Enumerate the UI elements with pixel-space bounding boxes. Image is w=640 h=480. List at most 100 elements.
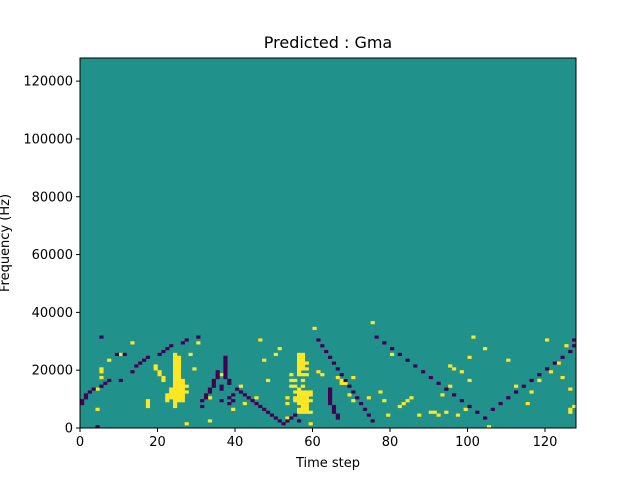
heatmap-cell-high [242, 401, 247, 406]
heatmap-cell-high [176, 399, 182, 403]
heatmap-cell-low [331, 361, 337, 365]
heatmap-cell-high [339, 381, 344, 385]
heatmap-cell-low [428, 375, 433, 380]
heatmap-cell-high [448, 364, 453, 368]
heatmap-cell-low [335, 367, 340, 371]
heatmap-cell-low [266, 410, 271, 414]
heatmap-cell-high [300, 404, 306, 409]
heatmap-cell-low [196, 335, 201, 339]
heatmap-cell-high [529, 390, 534, 394]
heatmap-cell-high [231, 407, 236, 411]
heatmap-cell-high [219, 373, 224, 377]
heatmap-cell-high [351, 375, 356, 380]
y-tick-label: 80000 [32, 190, 73, 205]
heatmap-cell-high [448, 384, 453, 388]
heatmap-cell-high [351, 399, 356, 403]
heatmap-cell-high [130, 341, 135, 345]
heatmap-cell-high [308, 390, 313, 394]
x-tick-label: 40 [227, 435, 244, 450]
heatmap-cell-high [176, 364, 182, 368]
heatmap-cell-high [300, 367, 306, 371]
heatmap-cell-high [184, 422, 189, 426]
heatmap-cell-low [169, 344, 174, 348]
heatmap-cell-high [99, 367, 104, 371]
heatmap-background [80, 58, 576, 428]
y-tick-label: 100000 [23, 132, 73, 147]
heatmap-cell-low [215, 370, 220, 374]
heatmap-cell-low [219, 384, 224, 388]
heatmap-cell-high [300, 358, 306, 362]
heatmap-cell-high [335, 375, 340, 380]
heatmap-cell-high [390, 352, 395, 357]
heatmap-cell-low [281, 422, 286, 426]
heatmap-cell-high [300, 352, 306, 357]
heatmap-cell-high [440, 393, 445, 397]
heatmap-cell-high [300, 373, 306, 377]
heatmap-cell-high [560, 375, 565, 380]
heatmap-cell-high [452, 367, 457, 371]
heatmap-cell-high [254, 396, 259, 400]
heatmap-cell-high [176, 378, 182, 383]
heatmap-cell-low [122, 352, 127, 357]
heatmap-cell-low [483, 416, 488, 420]
heatmap-cell-low [138, 361, 143, 365]
y-tick-label: 20000 [32, 364, 73, 379]
heatmap-cell-high [173, 404, 178, 409]
heatmap-cell-low [467, 404, 472, 409]
heatmap-cell-low [215, 375, 220, 380]
heatmap-cell-low [95, 425, 100, 428]
heatmap-cell-high [207, 419, 213, 423]
heatmap-cell-high [304, 399, 309, 403]
heatmap-cell-high [289, 384, 294, 388]
heatmap-cell-high [347, 393, 352, 397]
heatmap-cell-high [483, 347, 488, 351]
heatmap-cell-high [99, 375, 104, 380]
heatmap-cell-high [262, 358, 267, 362]
heatmap-cell-low [200, 404, 205, 409]
heatmap-cell-high [397, 404, 402, 409]
heatmap-cell-low [80, 399, 85, 403]
heatmap-cell-high [176, 390, 182, 394]
heatmap-cell-high [568, 407, 573, 411]
heatmap-cell-high [184, 390, 189, 394]
heatmap-cell-high [176, 387, 182, 391]
heatmap-cell-low [490, 407, 495, 411]
heatmap-cell-high [157, 373, 162, 377]
heatmap-cell-low [355, 396, 360, 400]
heatmap-cell-low [223, 370, 228, 374]
heatmap-cell-high [304, 373, 309, 377]
heatmap-cell-high [297, 393, 302, 397]
y-tick-label: 60000 [32, 248, 73, 263]
heatmap-cell-low [552, 361, 557, 365]
heatmap-cell-low [328, 399, 333, 403]
heatmap-cell-high [173, 352, 178, 357]
heatmap-cell-high [304, 361, 309, 365]
heatmap-cell-high [304, 410, 309, 414]
heatmap-cell-high [300, 393, 306, 397]
heatmap-cell-high [297, 387, 302, 391]
heatmap-cell-low [328, 393, 333, 397]
heatmap-cell-high [297, 364, 302, 368]
heatmap-cell-high [300, 361, 306, 365]
heatmap-cell-low [366, 413, 371, 417]
heatmap-cell-low [328, 355, 333, 359]
heatmap-cell-low [390, 347, 395, 351]
heatmap-cell-high [266, 378, 271, 383]
heatmap-cell-low [335, 413, 340, 417]
heatmap-cell-low [444, 387, 449, 391]
heatmap-cell-low [347, 384, 352, 388]
heatmap-cell-high [207, 396, 213, 400]
heatmap-cell-high [300, 396, 306, 400]
x-tick-label: 120 [533, 435, 558, 450]
heatmap-cell-low [223, 375, 228, 380]
heatmap-cell-high [304, 393, 309, 397]
heatmap-cell-high [184, 384, 189, 388]
heatmap-cell-high [173, 378, 178, 383]
heatmap-cell-low [262, 407, 267, 411]
heatmap-cell-high [556, 361, 561, 365]
heatmap-cell-high [165, 393, 170, 397]
heatmap-cell-low [297, 419, 302, 423]
heatmap-cell-high [173, 367, 178, 371]
y-tick-label: 0 [65, 422, 73, 437]
heatmap-cell-high [486, 425, 492, 428]
